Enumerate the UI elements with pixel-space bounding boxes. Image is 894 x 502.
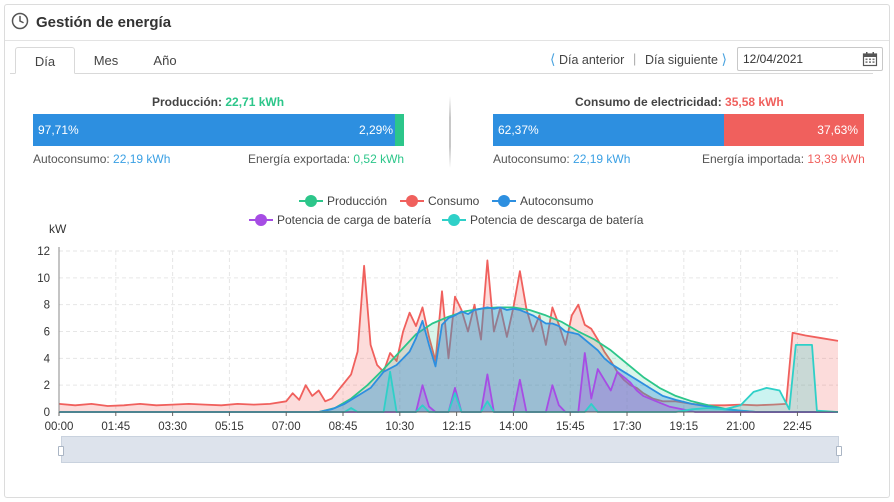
consumption-import-label: Energía importada: — [702, 152, 808, 166]
chart-grid — [59, 250, 838, 412]
x-tick-label: 21:00 — [726, 421, 755, 433]
series-area-production — [59, 307, 838, 412]
series-area-consumption — [59, 260, 838, 412]
summary-divider — [449, 96, 451, 168]
consumption-summary-title: Consumo de electricidad: 35,58 kWh — [575, 95, 784, 109]
series-line-production — [59, 306, 838, 413]
y-tick-label: 6 — [44, 327, 50, 339]
legend-label-self-consumption: Autoconsumo — [520, 194, 594, 208]
y-axis-label: kW — [49, 222, 67, 236]
legend-marker-production — [299, 194, 323, 208]
y-tick-label: 12 — [37, 246, 50, 258]
legend-item-self-consumption[interactable]: Autoconsumo — [492, 194, 593, 208]
x-tick-label: 01:45 — [101, 421, 130, 433]
nav-separator: | — [633, 52, 637, 66]
series-area-battery-charge — [59, 353, 838, 412]
production-self-label: Autoconsumo: — [33, 152, 114, 166]
legend-marker-battery-charge — [249, 213, 273, 227]
consumption-import-value: 13,39 kWh — [807, 152, 865, 166]
chevron-right-icon: ⟩ — [721, 51, 727, 67]
x-tick-label: 05:15 — [215, 421, 244, 433]
legend-marker-consumption — [400, 194, 424, 208]
chevron-left-icon: ⟨ — [550, 51, 556, 67]
y-tick-label: 8 — [44, 300, 50, 312]
legend-item-battery-discharge[interactable]: Potencia de descarga de batería — [442, 213, 643, 227]
production-self-value: 22,19 kWh — [113, 152, 171, 166]
legend-marker-self-consumption — [492, 194, 516, 208]
next-day-label: Día siguiente — [645, 53, 718, 67]
slider-left-handle[interactable] — [58, 446, 64, 456]
production-self-consumption: Autoconsumo: 22,19 kWh — [33, 152, 170, 166]
consumption-self-label: Autoconsumo: — [493, 152, 574, 166]
x-tick-label: 00:00 — [45, 421, 74, 433]
slider-right-handle[interactable] — [836, 446, 842, 456]
date-value: 12/04/2021 — [743, 52, 804, 66]
consumption-self-percent: 62,37% — [498, 123, 539, 137]
legend-item-consumption[interactable]: Consumo — [400, 194, 479, 208]
chart-axes: 0 2 4 6 8 10 12 00:00 01:45 03:30 05:15 07:00 08:45 1… — [37, 246, 838, 433]
consumption-title-label: Consumo de electricidad: — [575, 95, 726, 109]
legend-label-consumption: Consumo — [428, 194, 480, 208]
y-tick-label: 2 — [44, 380, 50, 392]
panel-header: Gestión de energía — [5, 5, 889, 41]
calendar-icon[interactable] — [862, 51, 878, 67]
x-tick-label: 03:30 — [158, 421, 187, 433]
next-day-link[interactable]: Día siguiente ⟩ — [645, 48, 727, 72]
x-tick-label: 15:45 — [556, 421, 585, 433]
x-tick-label: 12:15 — [442, 421, 471, 433]
production-self-segment: 97,71% — [33, 114, 395, 146]
legend-label-battery-discharge: Potencia de descarga de batería — [470, 213, 644, 227]
clock-icon — [11, 12, 29, 30]
previous-day-link[interactable]: ⟨ Día anterior — [550, 48, 624, 72]
production-total-value: 22,71 kWh — [225, 95, 285, 109]
production-export-percent: 2,29% — [358, 123, 393, 137]
series-line-consumption — [58, 259, 839, 407]
production-summary-title: Producción: 22,71 kWh — [152, 95, 284, 109]
legend-label-production: Producción — [327, 194, 388, 208]
production-export-segment — [395, 114, 404, 146]
x-tick-label: 07:00 — [272, 421, 301, 433]
tabs-baseline — [10, 73, 873, 74]
legend-label-battery-charge: Potencia de carga de batería — [277, 213, 432, 227]
x-tick-label: 10:30 — [385, 421, 414, 433]
production-split-bar: 97,71% 2,29% — [33, 114, 404, 146]
legend-marker-battery-discharge — [442, 213, 466, 227]
page-title: Gestión de energía — [36, 14, 172, 31]
series-line-self-consumption — [59, 306, 838, 413]
production-self-percent: 97,71% — [38, 123, 79, 137]
production-export-label: Energía exportada: — [248, 152, 354, 166]
consumption-imported-energy: Energía importada: 13,39 kWh — [702, 152, 865, 166]
consumption-import-percent: 37,63% — [817, 123, 858, 137]
consumption-split-bar: 62,37% 37,63% — [493, 114, 864, 146]
consumption-self-consumption: Autoconsumo: 22,19 kWh — [493, 152, 630, 166]
production-exported-energy: Energía exportada: 0,52 kWh — [248, 152, 404, 166]
previous-day-label: Día anterior — [558, 53, 625, 67]
x-tick-label: 17:30 — [613, 421, 642, 433]
y-tick-label: 4 — [44, 353, 51, 365]
date-input[interactable]: 12/04/2021 — [737, 47, 883, 71]
legend-item-production[interactable]: Producción — [299, 194, 387, 208]
time-range-slider[interactable] — [58, 436, 842, 463]
chart-series — [58, 259, 839, 413]
y-tick-label: 0 — [44, 407, 50, 419]
x-tick-label: 19:15 — [669, 421, 698, 433]
x-tick-label: 22:45 — [783, 421, 812, 433]
x-tick-label: 14:00 — [499, 421, 528, 433]
tab-day[interactable]: Día — [15, 47, 75, 74]
y-tick-label: 10 — [37, 273, 50, 285]
tab-month[interactable]: Mes — [93, 53, 119, 68]
legend-item-battery-charge[interactable]: Potencia de carga de batería — [249, 213, 431, 227]
tab-year[interactable]: Año — [153, 53, 177, 68]
consumption-total-value: 35,58 kWh — [725, 95, 784, 109]
series-area-battery-discharge — [59, 344, 838, 412]
consumption-import-segment: 37,63% — [724, 114, 864, 146]
series-area-self-consumption — [59, 307, 838, 412]
consumption-self-segment: 62,37% — [493, 114, 724, 146]
production-export-value: 0,52 kWh — [353, 152, 405, 166]
consumption-self-value: 22,19 kWh — [573, 152, 631, 166]
period-tabs: Día Mes Año — [10, 47, 884, 74]
x-tick-label: 08:45 — [329, 421, 358, 433]
production-title-label: Producción: — [152, 95, 226, 109]
